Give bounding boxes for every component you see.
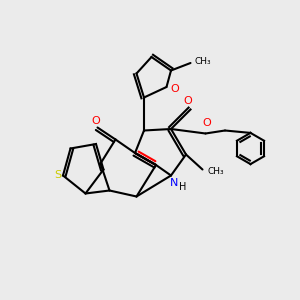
Text: H: H <box>179 182 186 193</box>
Text: O: O <box>183 96 192 106</box>
Text: N: N <box>170 178 178 188</box>
Text: CH₃: CH₃ <box>207 167 224 176</box>
Text: O: O <box>92 116 100 126</box>
Text: CH₃: CH₃ <box>194 57 211 66</box>
Text: O: O <box>202 118 211 128</box>
Text: O: O <box>170 83 179 94</box>
Text: S: S <box>54 170 61 181</box>
